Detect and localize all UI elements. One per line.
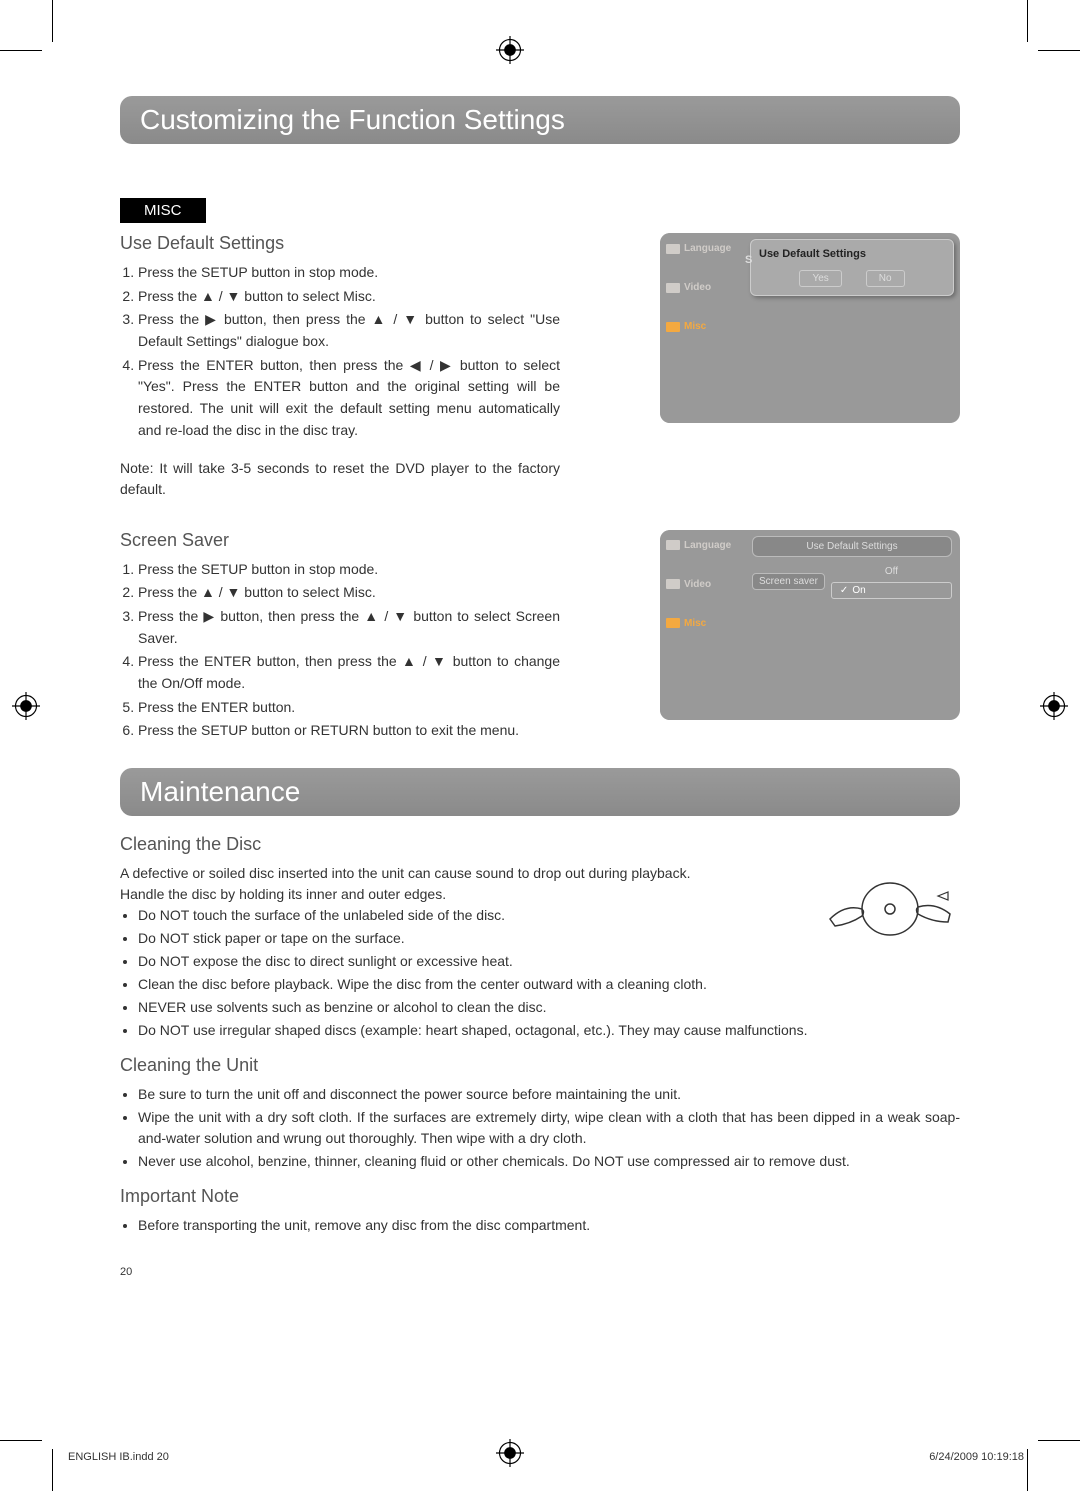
default-note: Note: It will take 3-5 seconds to reset …	[120, 458, 560, 500]
screenshot-default-settings: Language Video Misc S Use Default Settin…	[660, 233, 960, 423]
bullet: Be sure to turn the unit off and disconn…	[138, 1084, 960, 1105]
option-off: Off	[831, 563, 952, 580]
bullet: NEVER use solvents such as benzine or al…	[138, 997, 960, 1018]
step: Press the SETUP button in stop mode.	[138, 262, 560, 284]
menu-language: Language	[684, 540, 731, 551]
screen-saver-heading: Screen Saver	[120, 530, 560, 551]
section-header-maintenance: Maintenance	[120, 768, 960, 816]
dialog-title: Use Default Settings	[759, 248, 945, 260]
screen-saver-label: Screen saver	[752, 573, 825, 590]
menu-misc: Misc	[684, 618, 706, 629]
panel-default-settings: Use Default Settings	[752, 536, 952, 557]
menu-language: Language	[684, 243, 731, 254]
cleaning-disc-heading: Cleaning the Disc	[120, 834, 960, 855]
step: Press the ENTER button, then press the ◀…	[138, 355, 560, 442]
step: Press the SETUP button in stop mode.	[138, 559, 560, 581]
screen-icon	[666, 579, 680, 589]
registration-mark-icon	[12, 692, 40, 720]
step: Press the ENTER button.	[138, 697, 560, 719]
disc-icon	[666, 540, 680, 550]
screen-icon	[666, 283, 680, 293]
disc-hands-icon	[820, 874, 960, 944]
footer-date: 6/24/2009 10:19:18	[929, 1451, 1024, 1463]
cleaning-unit-heading: Cleaning the Unit	[120, 1055, 960, 1076]
important-note-heading: Important Note	[120, 1186, 960, 1207]
menu-misc: Misc	[684, 321, 706, 332]
misc-icon	[666, 322, 680, 332]
page-number: 20	[120, 1266, 960, 1278]
cleaning-unit-bullets: Be sure to turn the unit off and disconn…	[120, 1084, 960, 1172]
no-button: No	[866, 270, 905, 287]
option-on: ✓On	[831, 582, 952, 599]
bullet: Do NOT use irregular shaped discs (examp…	[138, 1020, 960, 1041]
menu-video: Video	[684, 579, 711, 590]
bg-s: S	[745, 254, 752, 266]
check-icon: ✓	[840, 585, 848, 596]
step: Press the ▶ button, then press the ▲ / ▼…	[138, 606, 560, 649]
section-header-customizing: Customizing the Function Settings	[120, 96, 960, 144]
bullet: Clean the disc before playback. Wipe the…	[138, 974, 960, 995]
step: Press the ▲ / ▼ button to select Misc.	[138, 286, 560, 308]
misc-icon	[666, 618, 680, 628]
step: Press the ▲ / ▼ button to select Misc.	[138, 582, 560, 604]
step: Press the ▶ button, then press the ▲ / ▼…	[138, 309, 560, 352]
important-bullets: Before transporting the unit, remove any…	[120, 1215, 960, 1236]
bullet: Wipe the unit with a dry soft cloth. If …	[138, 1107, 960, 1149]
footer-file: ENGLISH IB.indd 20	[68, 1451, 169, 1463]
registration-mark-icon	[496, 36, 524, 64]
menu-video: Video	[684, 282, 711, 293]
bullet: Before transporting the unit, remove any…	[138, 1215, 960, 1236]
default-dialog: S Use Default Settings Yes No	[750, 239, 954, 296]
yes-button: Yes	[799, 270, 841, 287]
step: Press the SETUP button or RETURN button …	[138, 720, 560, 742]
bullet: Do NOT expose the disc to direct sunligh…	[138, 951, 960, 972]
step: Press the ENTER button, then press the ▲…	[138, 651, 560, 694]
registration-mark-icon	[1040, 692, 1068, 720]
disc-icon	[666, 244, 680, 254]
use-default-heading: Use Default Settings	[120, 233, 560, 254]
screenshot-screen-saver: Language Video Misc Use Default Settings…	[660, 530, 960, 720]
bullet: Never use alcohol, benzine, thinner, cle…	[138, 1151, 960, 1172]
misc-tag: MISC	[120, 198, 206, 223]
use-default-steps: Press the SETUP button in stop mode. Pre…	[120, 262, 560, 442]
screen-saver-steps: Press the SETUP button in stop mode. Pre…	[120, 559, 560, 743]
